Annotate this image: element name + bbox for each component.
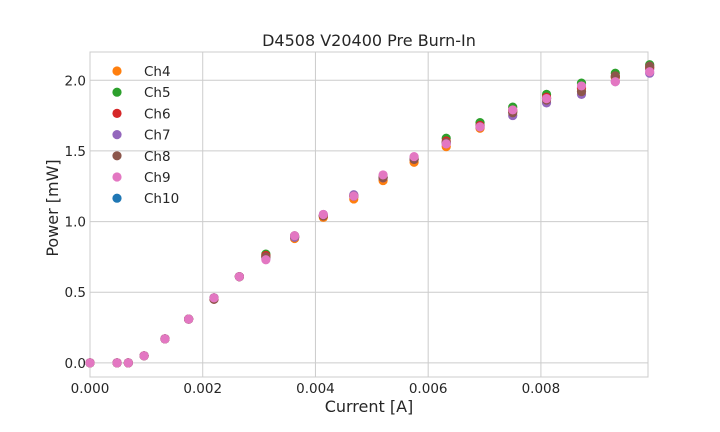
data-point [441, 139, 451, 149]
series-ch5 [85, 60, 655, 368]
legend-label: Ch7 [144, 128, 171, 144]
grid [89, 52, 648, 377]
data-point [123, 358, 133, 368]
chart-title: D4508 V20400 Pre Burn-In [262, 31, 476, 50]
legend-marker [112, 151, 122, 161]
legend-label: Ch8 [144, 149, 171, 165]
data-point [290, 231, 300, 241]
legend-label: Ch4 [144, 64, 171, 80]
x-axis-label: Current [A] [325, 397, 414, 416]
data-points [85, 60, 655, 368]
data-point [318, 209, 328, 220]
data-point [112, 358, 122, 368]
legend-label: Ch9 [144, 170, 171, 186]
x-tick-label: 0.004 [296, 381, 335, 397]
x-tick-label: 0.000 [71, 381, 110, 397]
legend-label: Ch5 [144, 85, 171, 101]
data-point [139, 351, 149, 361]
legend-item: Ch8 [112, 149, 171, 165]
legend-marker [112, 87, 122, 97]
legend-marker [112, 130, 122, 140]
series-ch4 [85, 62, 655, 368]
x-tick-label: 0.002 [183, 381, 222, 397]
y-axis-ticks: 0.0 0.5 1.0 1.5 2.0 [65, 73, 86, 372]
legend-label: Ch6 [144, 106, 171, 122]
data-point [184, 314, 194, 324]
legend-marker [112, 66, 122, 76]
legend-item: Ch5 [112, 85, 171, 101]
data-point [576, 81, 587, 91]
data-point [209, 293, 219, 303]
data-point [409, 151, 419, 162]
data-point [85, 358, 95, 368]
legend-marker [112, 108, 122, 118]
data-point [378, 170, 388, 180]
x-tick-label: 0.008 [522, 381, 561, 397]
plot-area [89, 51, 649, 378]
x-tick-label: 0.006 [409, 381, 448, 397]
data-point [541, 94, 552, 104]
legend-item: Ch6 [112, 106, 171, 122]
legend-label: Ch10 [144, 191, 179, 207]
legend-marker [112, 193, 122, 203]
legend: Ch4 Ch5 Ch6 Ch7 Ch8 Ch9 Ch10 [112, 64, 179, 207]
y-tick-label: 0.5 [65, 285, 86, 301]
series-ch7 [85, 68, 655, 368]
y-tick-label: 2.0 [65, 73, 86, 89]
data-point [234, 272, 244, 282]
data-point [610, 77, 620, 87]
data-point [475, 122, 485, 132]
x-axis-ticks: 0.000 0.002 0.004 0.006 0.008 [71, 381, 561, 397]
legend-marker [112, 172, 122, 182]
data-point [645, 67, 655, 77]
legend-item: Ch7 [112, 128, 171, 144]
legend-item: Ch10 [112, 191, 179, 207]
y-axis-label: Power [mW] [43, 159, 62, 256]
data-point [261, 255, 271, 265]
data-point [508, 105, 518, 115]
legend-item: Ch9 [112, 170, 171, 186]
series-ch8 [85, 61, 655, 368]
y-tick-label: 1.0 [65, 215, 86, 231]
legend-item: Ch4 [112, 64, 171, 80]
data-point [349, 191, 359, 201]
y-tick-label: 1.5 [65, 144, 86, 160]
data-point [160, 334, 170, 344]
series-ch6 [85, 62, 655, 368]
y-tick-label: 0.0 [65, 356, 86, 372]
series-ch9 [85, 67, 655, 368]
series-ch10 [85, 64, 655, 368]
